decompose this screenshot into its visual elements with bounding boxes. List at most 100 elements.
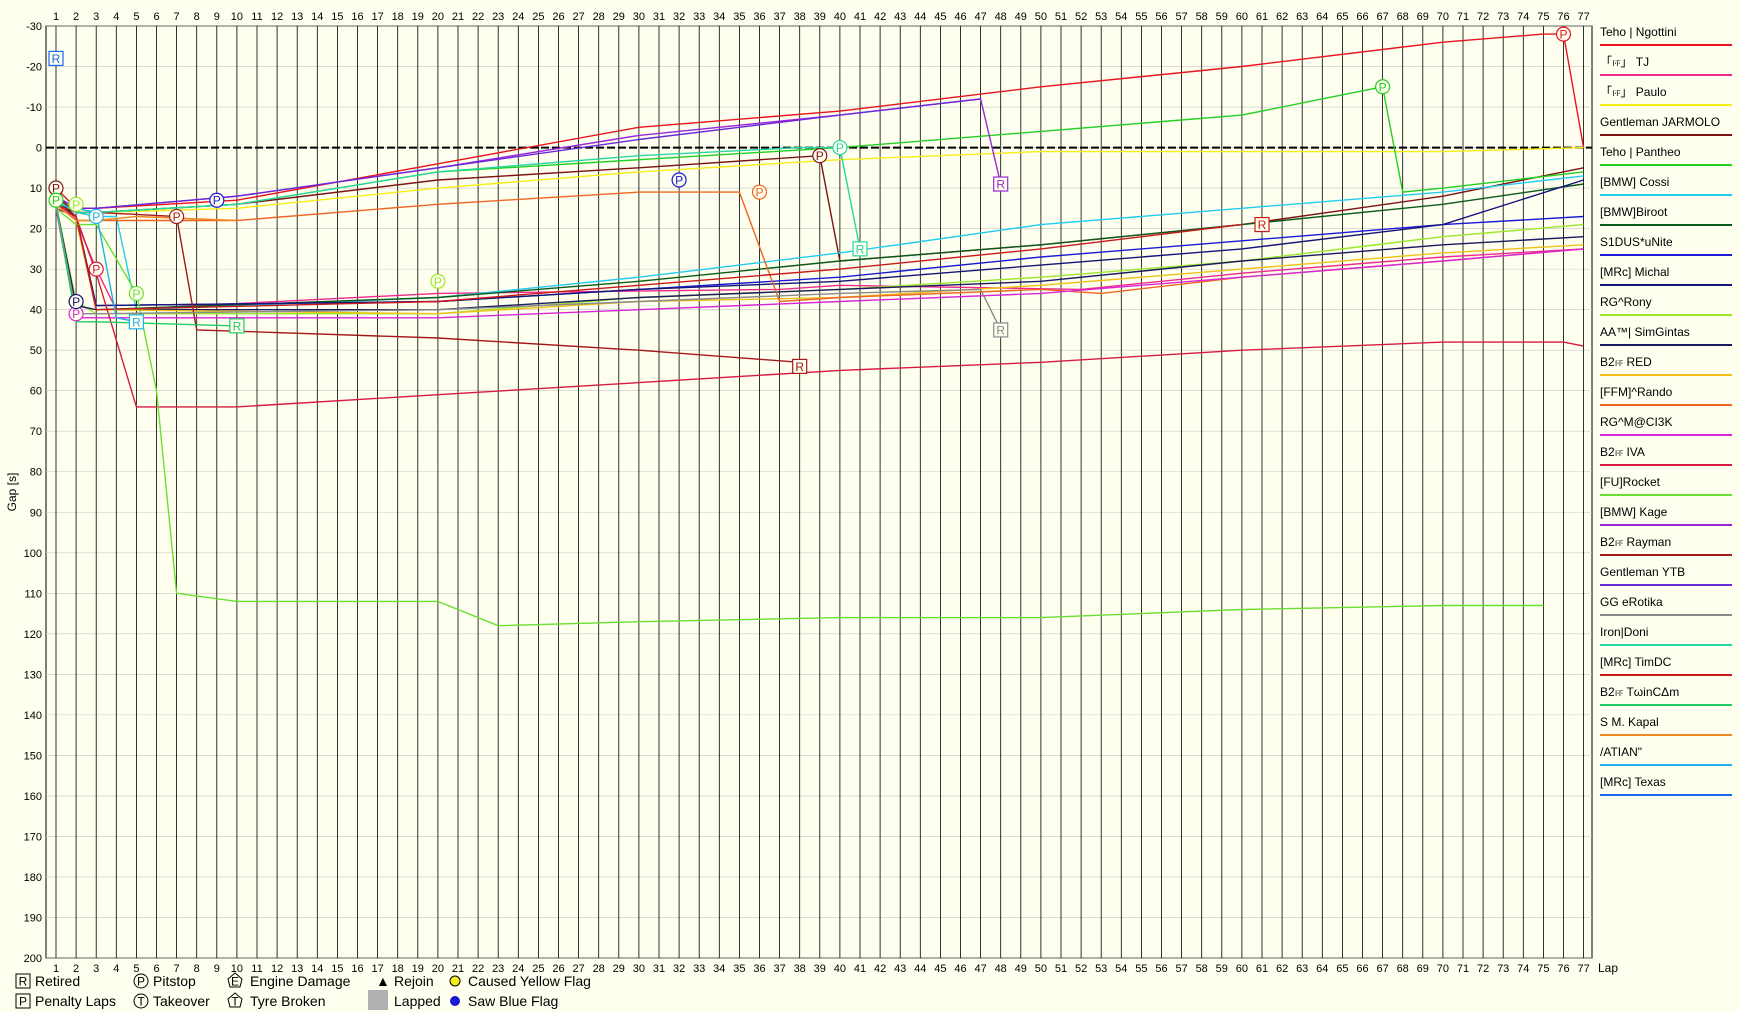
x-tick-label: 66 xyxy=(1356,11,1368,23)
x-tick-label: 19 xyxy=(412,11,424,23)
x-tick-label: 26 xyxy=(552,963,564,975)
x-tick-label: 77 xyxy=(1577,963,1589,975)
x-tick-label: 24 xyxy=(512,963,524,975)
event-marker-label: P xyxy=(1379,80,1387,94)
x-tick-label: 36 xyxy=(753,963,765,975)
x-tick-label: 53 xyxy=(1095,11,1107,23)
x-tick-label: 55 xyxy=(1135,963,1147,975)
x-tick-label: 16 xyxy=(351,963,363,975)
x-tick-label: 3 xyxy=(93,963,99,975)
event-marker-label: P xyxy=(132,287,140,301)
pitstop-key-icon xyxy=(133,973,149,989)
event-marker-label: P xyxy=(72,307,80,321)
tyre-broken-key-icon-letter: T xyxy=(231,995,239,1009)
x-tick-label: 39 xyxy=(814,11,826,23)
x-tick-label: 51 xyxy=(1055,11,1067,23)
y-ticks: -30 -20 -10 0 10 20 30 40 50 60 70 80 90 100 110 120 130… xyxy=(24,21,42,965)
x-tick-label: 13 xyxy=(291,11,303,23)
y-tick-label: -20 xyxy=(26,62,42,74)
x-tick-label: 7 xyxy=(174,963,180,975)
x-tick-label: 5 xyxy=(133,963,139,975)
legend-item-label: B2ஈ TωinCΔm xyxy=(1600,685,1679,699)
x-tick-label: 32 xyxy=(673,963,685,975)
x-tick-label: 55 xyxy=(1135,11,1147,23)
x-tick-label: 35 xyxy=(733,11,745,23)
x-tick-label: 35 xyxy=(733,963,745,975)
event-marker-label: R xyxy=(795,360,804,374)
legend-item-label: B2ஈ IVA xyxy=(1600,445,1645,459)
x-tick-label: 12 xyxy=(271,963,283,975)
y-tick-label: -10 xyxy=(26,102,42,114)
legend-item-label: [MRc] TimDC xyxy=(1600,655,1672,669)
x-tick-label: 74 xyxy=(1517,963,1529,975)
legend-item-label: Teho | Ngottini xyxy=(1600,25,1677,39)
x-tick-label: 76 xyxy=(1557,11,1569,23)
x-tick-label: 4 xyxy=(113,963,119,975)
x-tick-label: 54 xyxy=(1115,11,1127,23)
x-tick-label: 70 xyxy=(1437,11,1449,23)
event-marker-label: R xyxy=(132,315,141,329)
x-tick-label: 9 xyxy=(214,963,220,975)
x-tick-label: 59 xyxy=(1216,963,1228,975)
x-tick-label: 42 xyxy=(874,963,886,975)
x-tick-label: 64 xyxy=(1316,963,1328,975)
series-line xyxy=(55,203,1242,311)
x-tick-label: 49 xyxy=(1015,963,1027,975)
x-tick-label: 66 xyxy=(1356,963,1368,975)
takeover-key-icon xyxy=(133,993,149,1009)
x-tick-label: 2 xyxy=(73,11,79,23)
x-tick-label: 16 xyxy=(351,11,363,23)
retired-marker xyxy=(48,50,64,67)
x-tick-label: 1 xyxy=(53,11,59,23)
x-tick-label: 57 xyxy=(1175,11,1187,23)
rejoin-key-label: Rejoin xyxy=(394,973,434,989)
series-line xyxy=(55,208,1584,319)
x-tick-label: 32 xyxy=(673,11,685,23)
y-tick-label: 10 xyxy=(30,183,42,195)
legend-item-label: S1DUS*uNite xyxy=(1600,235,1673,249)
retired-key-label: Retired xyxy=(35,973,80,989)
legend-item-label: Teho | Pantheo xyxy=(1600,145,1681,159)
x-tick-label: 34 xyxy=(713,963,725,975)
penalty-key-label: Penalty Laps xyxy=(35,993,116,1009)
y-tick-label: 150 xyxy=(24,750,42,762)
event-marker-label: P xyxy=(173,210,181,224)
x-tick-label: 52 xyxy=(1075,963,1087,975)
x-tick-label: 74 xyxy=(1517,11,1529,23)
retired-key-icon-letter: R xyxy=(19,975,28,989)
y-tick-label: -30 xyxy=(26,21,42,33)
y-tick-label: 180 xyxy=(24,872,42,884)
legend-item-label: [BMW] Kage xyxy=(1600,505,1668,519)
caused-yellow-key-icon xyxy=(449,975,461,987)
x-tick-label: 1 xyxy=(53,963,59,975)
y-tick-label: 70 xyxy=(30,426,42,438)
pitstop-marker xyxy=(751,184,768,200)
caused-yellow-key-label: Caused Yellow Flag xyxy=(468,973,591,989)
legend-item-label: [MRc] Texas xyxy=(1600,775,1666,789)
x-tick-label: 2 xyxy=(73,963,79,975)
x-tick-label: 41 xyxy=(854,11,866,23)
y-tick-label: 30 xyxy=(30,264,42,276)
x-tick-label: 38 xyxy=(794,963,806,975)
x-tick-label: 45 xyxy=(934,11,946,23)
x-tick-label: 9 xyxy=(214,11,220,23)
x-tick-label: 27 xyxy=(572,963,584,975)
x-tick-label: 15 xyxy=(331,11,343,23)
legend-item-label: 「ஈ」 TJ xyxy=(1600,55,1649,69)
x-tick-label: 18 xyxy=(392,11,404,23)
x-tick-label: 14 xyxy=(311,963,323,975)
x-tick-label: 5 xyxy=(133,11,139,23)
legend-item-label: Iron|Doni xyxy=(1600,625,1648,639)
event-marker-label: R xyxy=(233,319,242,333)
x-tick-label: 19 xyxy=(412,963,424,975)
x-tick-label: 60 xyxy=(1236,963,1248,975)
x-tick-label: 11 xyxy=(251,963,262,975)
x-tick-label: 56 xyxy=(1155,963,1167,975)
x-axis-label: Lap xyxy=(1598,961,1618,975)
x-tick-label: 20 xyxy=(432,963,444,975)
x-tick-label: 33 xyxy=(693,963,705,975)
x-tick-label: 18 xyxy=(392,963,404,975)
x-tick-label: 44 xyxy=(914,963,926,975)
tyre-broken-key-label: Tyre Broken xyxy=(250,993,325,1009)
